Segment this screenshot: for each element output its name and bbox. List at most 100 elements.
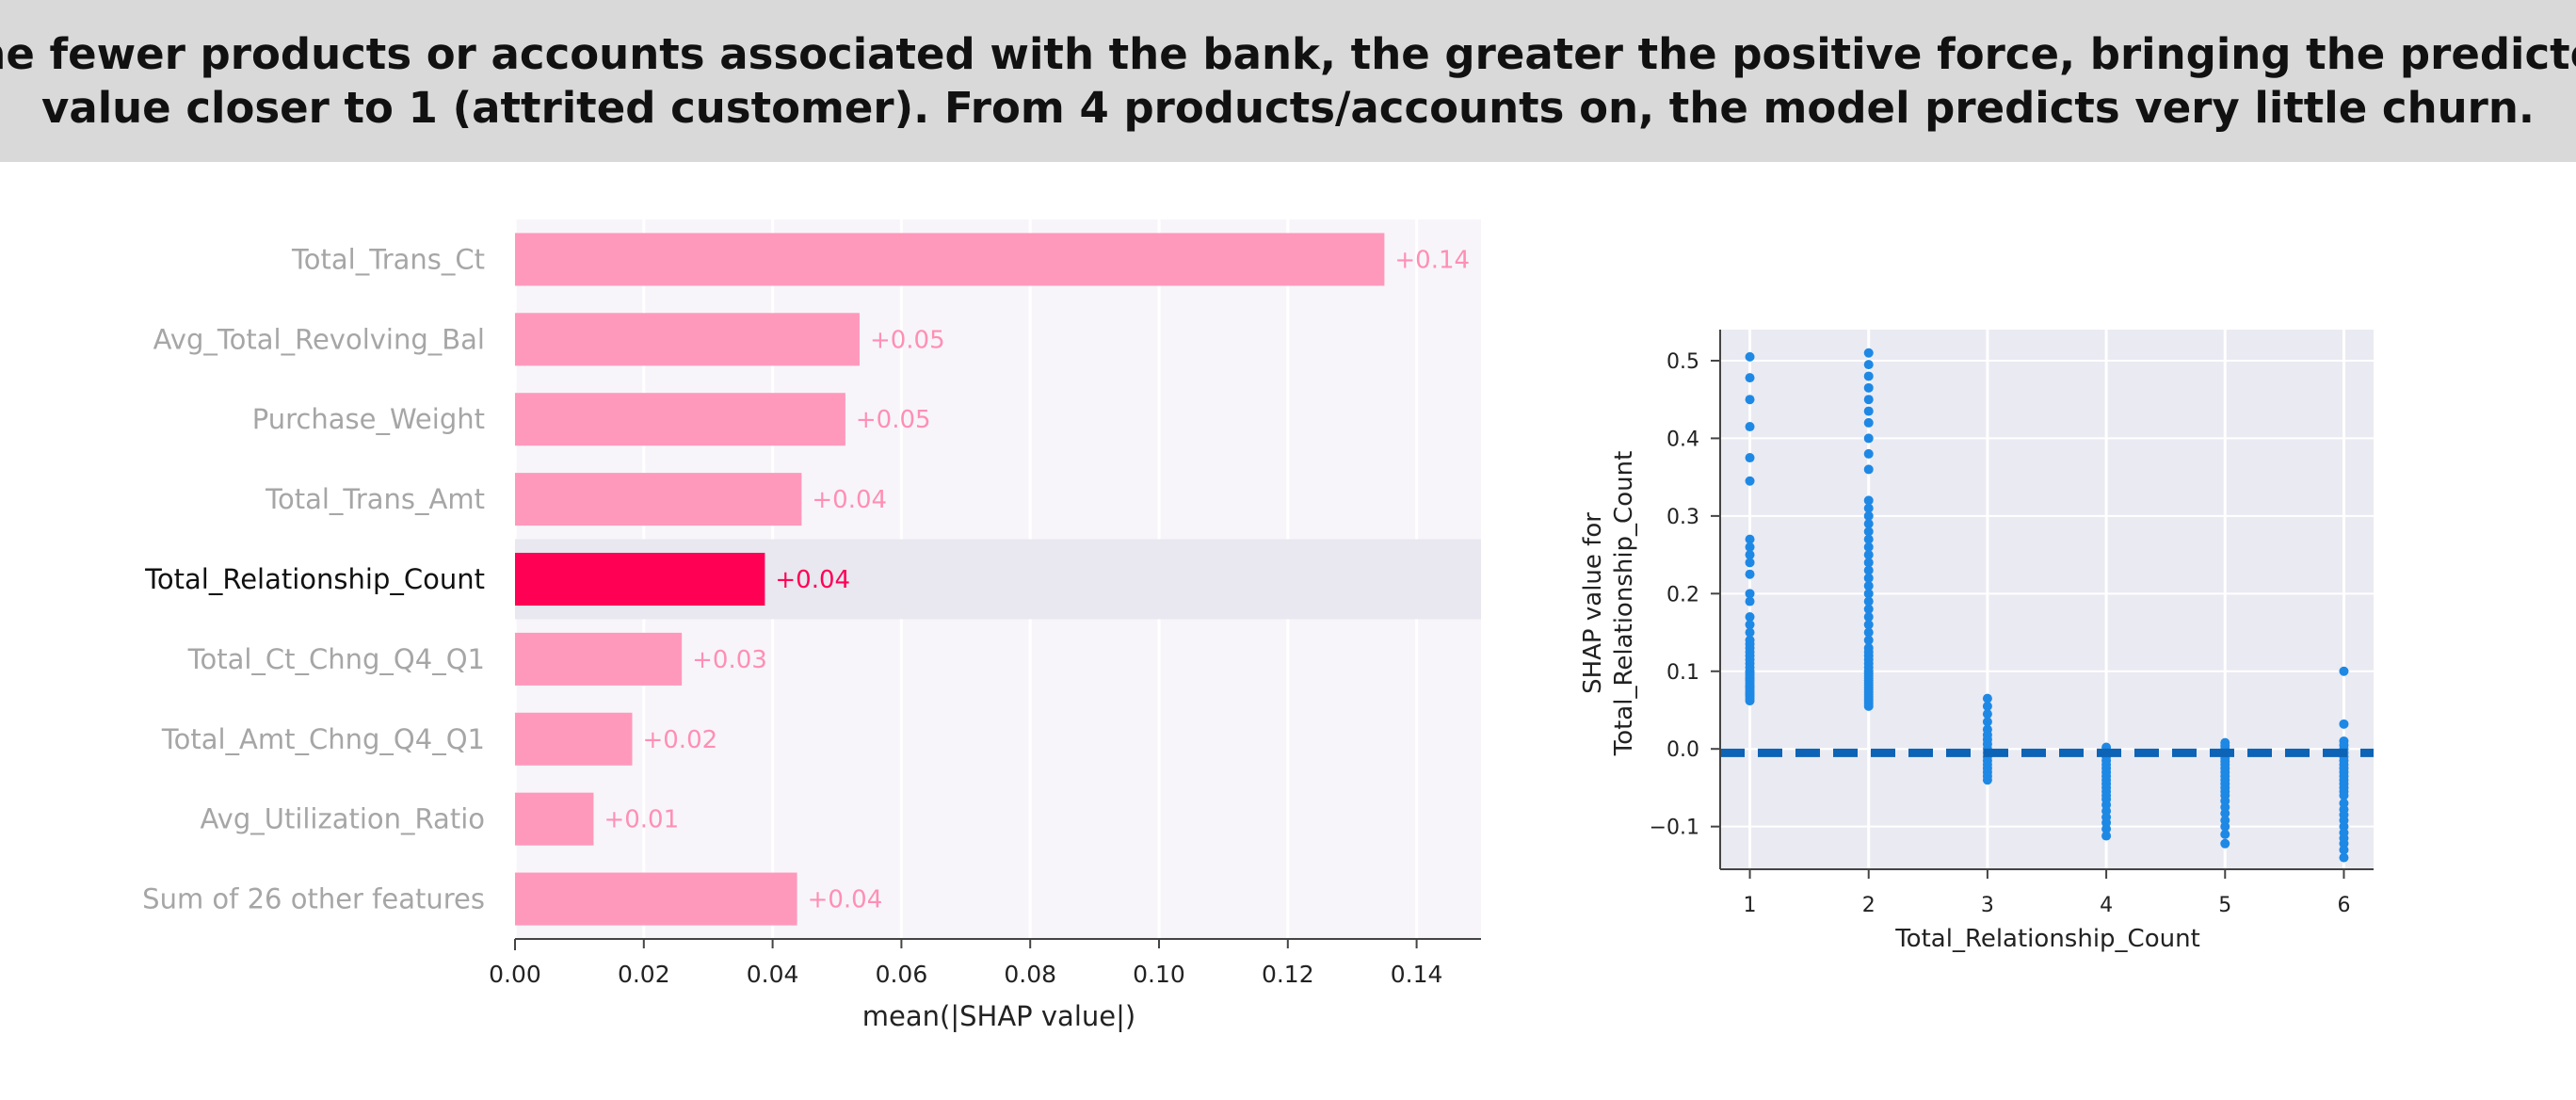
scatter-point [1863, 519, 1874, 529]
scatter-point [1982, 701, 1992, 711]
bar [515, 393, 845, 446]
bar [515, 552, 765, 607]
bar-category-label: Avg_Total_Revolving_Bal [153, 323, 485, 355]
scatter-point [1745, 558, 1755, 568]
bar-x-tick-label: 0.10 [1133, 961, 1185, 988]
scatter-point [1863, 612, 1874, 623]
bar-data-label: +0.01 [604, 806, 679, 834]
bar [515, 473, 802, 526]
scatter-point [2220, 808, 2230, 818]
scatter-point [1863, 433, 1874, 444]
header-text-line-1: The fewer products or accounts associate… [0, 29, 2576, 79]
scatter-point [1863, 701, 1874, 711]
scatter-point [1863, 382, 1874, 393]
scatter-point [1863, 635, 1874, 645]
scatter-point [1863, 558, 1874, 568]
scatter-point [2339, 845, 2349, 855]
scatter-point [1863, 510, 1874, 521]
bar-x-tick-label: 0.00 [489, 961, 541, 988]
scatter-x-axis-label: Total_Relationship_Count [1894, 925, 2200, 953]
bar-category-label: Total_Trans_Amt [265, 483, 485, 515]
shap-bar-chart: +0.14 Total_Trans_Ct +0.05 Avg_Total_Revolv… [142, 233, 1481, 1032]
scatter-point [1863, 371, 1874, 381]
slide-header: The fewer products or accounts associate… [0, 0, 2576, 162]
scatter-y-tick-label: 0.1 [1666, 661, 1699, 685]
bar [515, 233, 1385, 286]
bar [515, 712, 633, 766]
scatter-point [2220, 821, 2230, 832]
bar [515, 792, 594, 846]
bar-x-axis-label: mean(|SHAP value|) [862, 1000, 1135, 1032]
scatter-point [1745, 373, 1755, 383]
bar-data-label: +0.03 [692, 646, 767, 674]
scatter-point [1863, 589, 1874, 599]
scatter-point [1745, 351, 1755, 362]
scatter-x-tick-label: 6 [2337, 894, 2350, 917]
scatter-x-tick-label: 1 [1744, 894, 1757, 917]
scatter-point [1863, 348, 1874, 358]
scatter-point [1863, 395, 1874, 405]
scatter-y-tick-label: 0.0 [1666, 738, 1699, 762]
scatter-x-tick-label: 3 [1981, 894, 1994, 917]
bar-x-tick-label: 0.06 [876, 961, 928, 988]
bar [515, 872, 797, 926]
bar [515, 632, 683, 686]
bar-x-tick-label: 0.04 [747, 961, 799, 988]
scatter-point [1863, 542, 1874, 552]
scatter-point [1982, 775, 1992, 785]
bar-category-label: Total_Amt_Chng_Q4_Q1 [161, 723, 485, 755]
scatter-point [1745, 696, 1755, 706]
scatter-y-tick-label: 0.4 [1666, 428, 1699, 451]
scatter-x-tick-label: 2 [1862, 894, 1876, 917]
scatter-x-tick-label: 5 [2218, 894, 2231, 917]
scatter-point [1863, 565, 1874, 575]
scatter-point [2339, 666, 2349, 676]
scatter-y-tick-label: 0.3 [1666, 506, 1699, 529]
scatter-y-tick-label: −0.1 [1650, 817, 1699, 840]
scatter-point [1863, 503, 1874, 513]
scatter-x-tick-label: 4 [2100, 894, 2113, 917]
bar-data-label: +0.02 [642, 726, 717, 754]
bar-category-label: Total_Relationship_Count [144, 563, 485, 595]
scatter-plot-area [1720, 330, 2374, 869]
scatter-y-axis-label: SHAP value for Total_Relationship_Count [1579, 451, 1638, 757]
scatter-point [1982, 717, 1992, 727]
scatter-point [2339, 852, 2349, 863]
scatter-point [1863, 604, 1874, 614]
scatter-y-axis-label-line: Total_Relationship_Count [1610, 451, 1638, 757]
bar-x-tick-label: 0.08 [1004, 961, 1056, 988]
bar-x-tick-label: 0.02 [618, 961, 670, 988]
scatter-point [1863, 596, 1874, 607]
scatter-point [1863, 448, 1874, 459]
scatter-point [1863, 573, 1874, 583]
scatter-point [1745, 612, 1755, 623]
scatter-point [1863, 360, 1874, 370]
bar-category-label: Avg_Utilization_Ratio [201, 803, 485, 835]
scatter-y-tick-label: 0.2 [1666, 583, 1699, 607]
scatter-point [1745, 534, 1755, 544]
bar-data-label: +0.05 [856, 406, 931, 434]
scatter-point [1745, 476, 1755, 486]
bar [515, 313, 860, 366]
bar-data-label: +0.05 [870, 326, 945, 354]
scatter-point [2220, 838, 2230, 849]
scatter-point [1745, 569, 1755, 579]
scatter-point [1745, 542, 1755, 552]
scatter-y-axis-label-line: SHAP value for [1579, 512, 1607, 694]
scatter-point [1863, 627, 1874, 638]
scatter-point [1745, 395, 1755, 405]
header-text-line-2: value closer to 1 (attrited customer). F… [41, 83, 2535, 133]
scatter-point [2101, 824, 2112, 834]
scatter-point [1863, 406, 1874, 416]
scatter-point [1745, 550, 1755, 560]
scatter-y-tick-label: 0.5 [1666, 350, 1699, 374]
scatter-point [1863, 550, 1874, 560]
scatter-point [1863, 495, 1874, 506]
bar-category-label: Sum of 26 other features [142, 883, 485, 915]
bar-x-tick-label: 0.12 [1262, 961, 1314, 988]
scatter-point [2339, 719, 2349, 729]
scatter-point [1863, 417, 1874, 428]
scatter-point [1863, 534, 1874, 544]
bar-x-tick-label: 0.14 [1391, 961, 1443, 988]
